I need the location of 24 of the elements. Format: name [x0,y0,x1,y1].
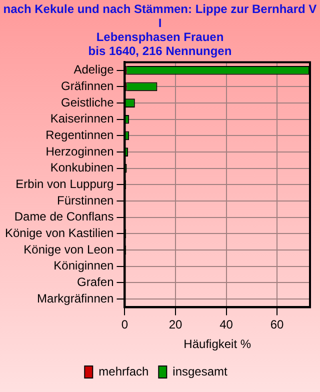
x-tick-label: 20 [168,318,182,332]
chart-title: nach Kekule und nach Stämmen: Lippe zur Bernhard V I [2,2,318,30]
y-tick-label: Adelige [74,62,114,77]
y-tick-label: Regentinnen [46,128,114,142]
y-tick-label: Herzoginnen [46,144,114,158]
y-tick-label: Gräfinnen [61,79,114,94]
y-tick-label: Markgräfinnen [37,291,114,306]
y-tick-label: Erbin von Luppurg [16,177,114,192]
y-tick-label: Königinnen [54,258,114,273]
y-tick-label: Könige von Kastilien [4,226,114,240]
x-tick-label: 60 [270,318,284,332]
legend-label: mehrfach [98,364,149,378]
y-tick-label: Kaiserinnen [50,112,114,126]
y-tick-label: Grafen [77,275,114,290]
chart-subtitle: Lebensphasen Frauen bis 1640, 216 Nennungen [87,30,233,58]
y-tick-label: Fürstinnen [57,193,114,208]
y-tick-label: Dame de Conflans [14,210,114,224]
y-tick-label: Geistliche [61,95,114,110]
legend-label: insgesamt [172,364,228,378]
x-axis-title: Häufigkeit % [184,337,252,352]
y-tick-label: Konkubinen [50,160,114,175]
y-tick-label: Könige von Leon [24,242,114,256]
x-tick-label: 0 [121,318,128,332]
x-tick-label: 40 [220,318,234,332]
